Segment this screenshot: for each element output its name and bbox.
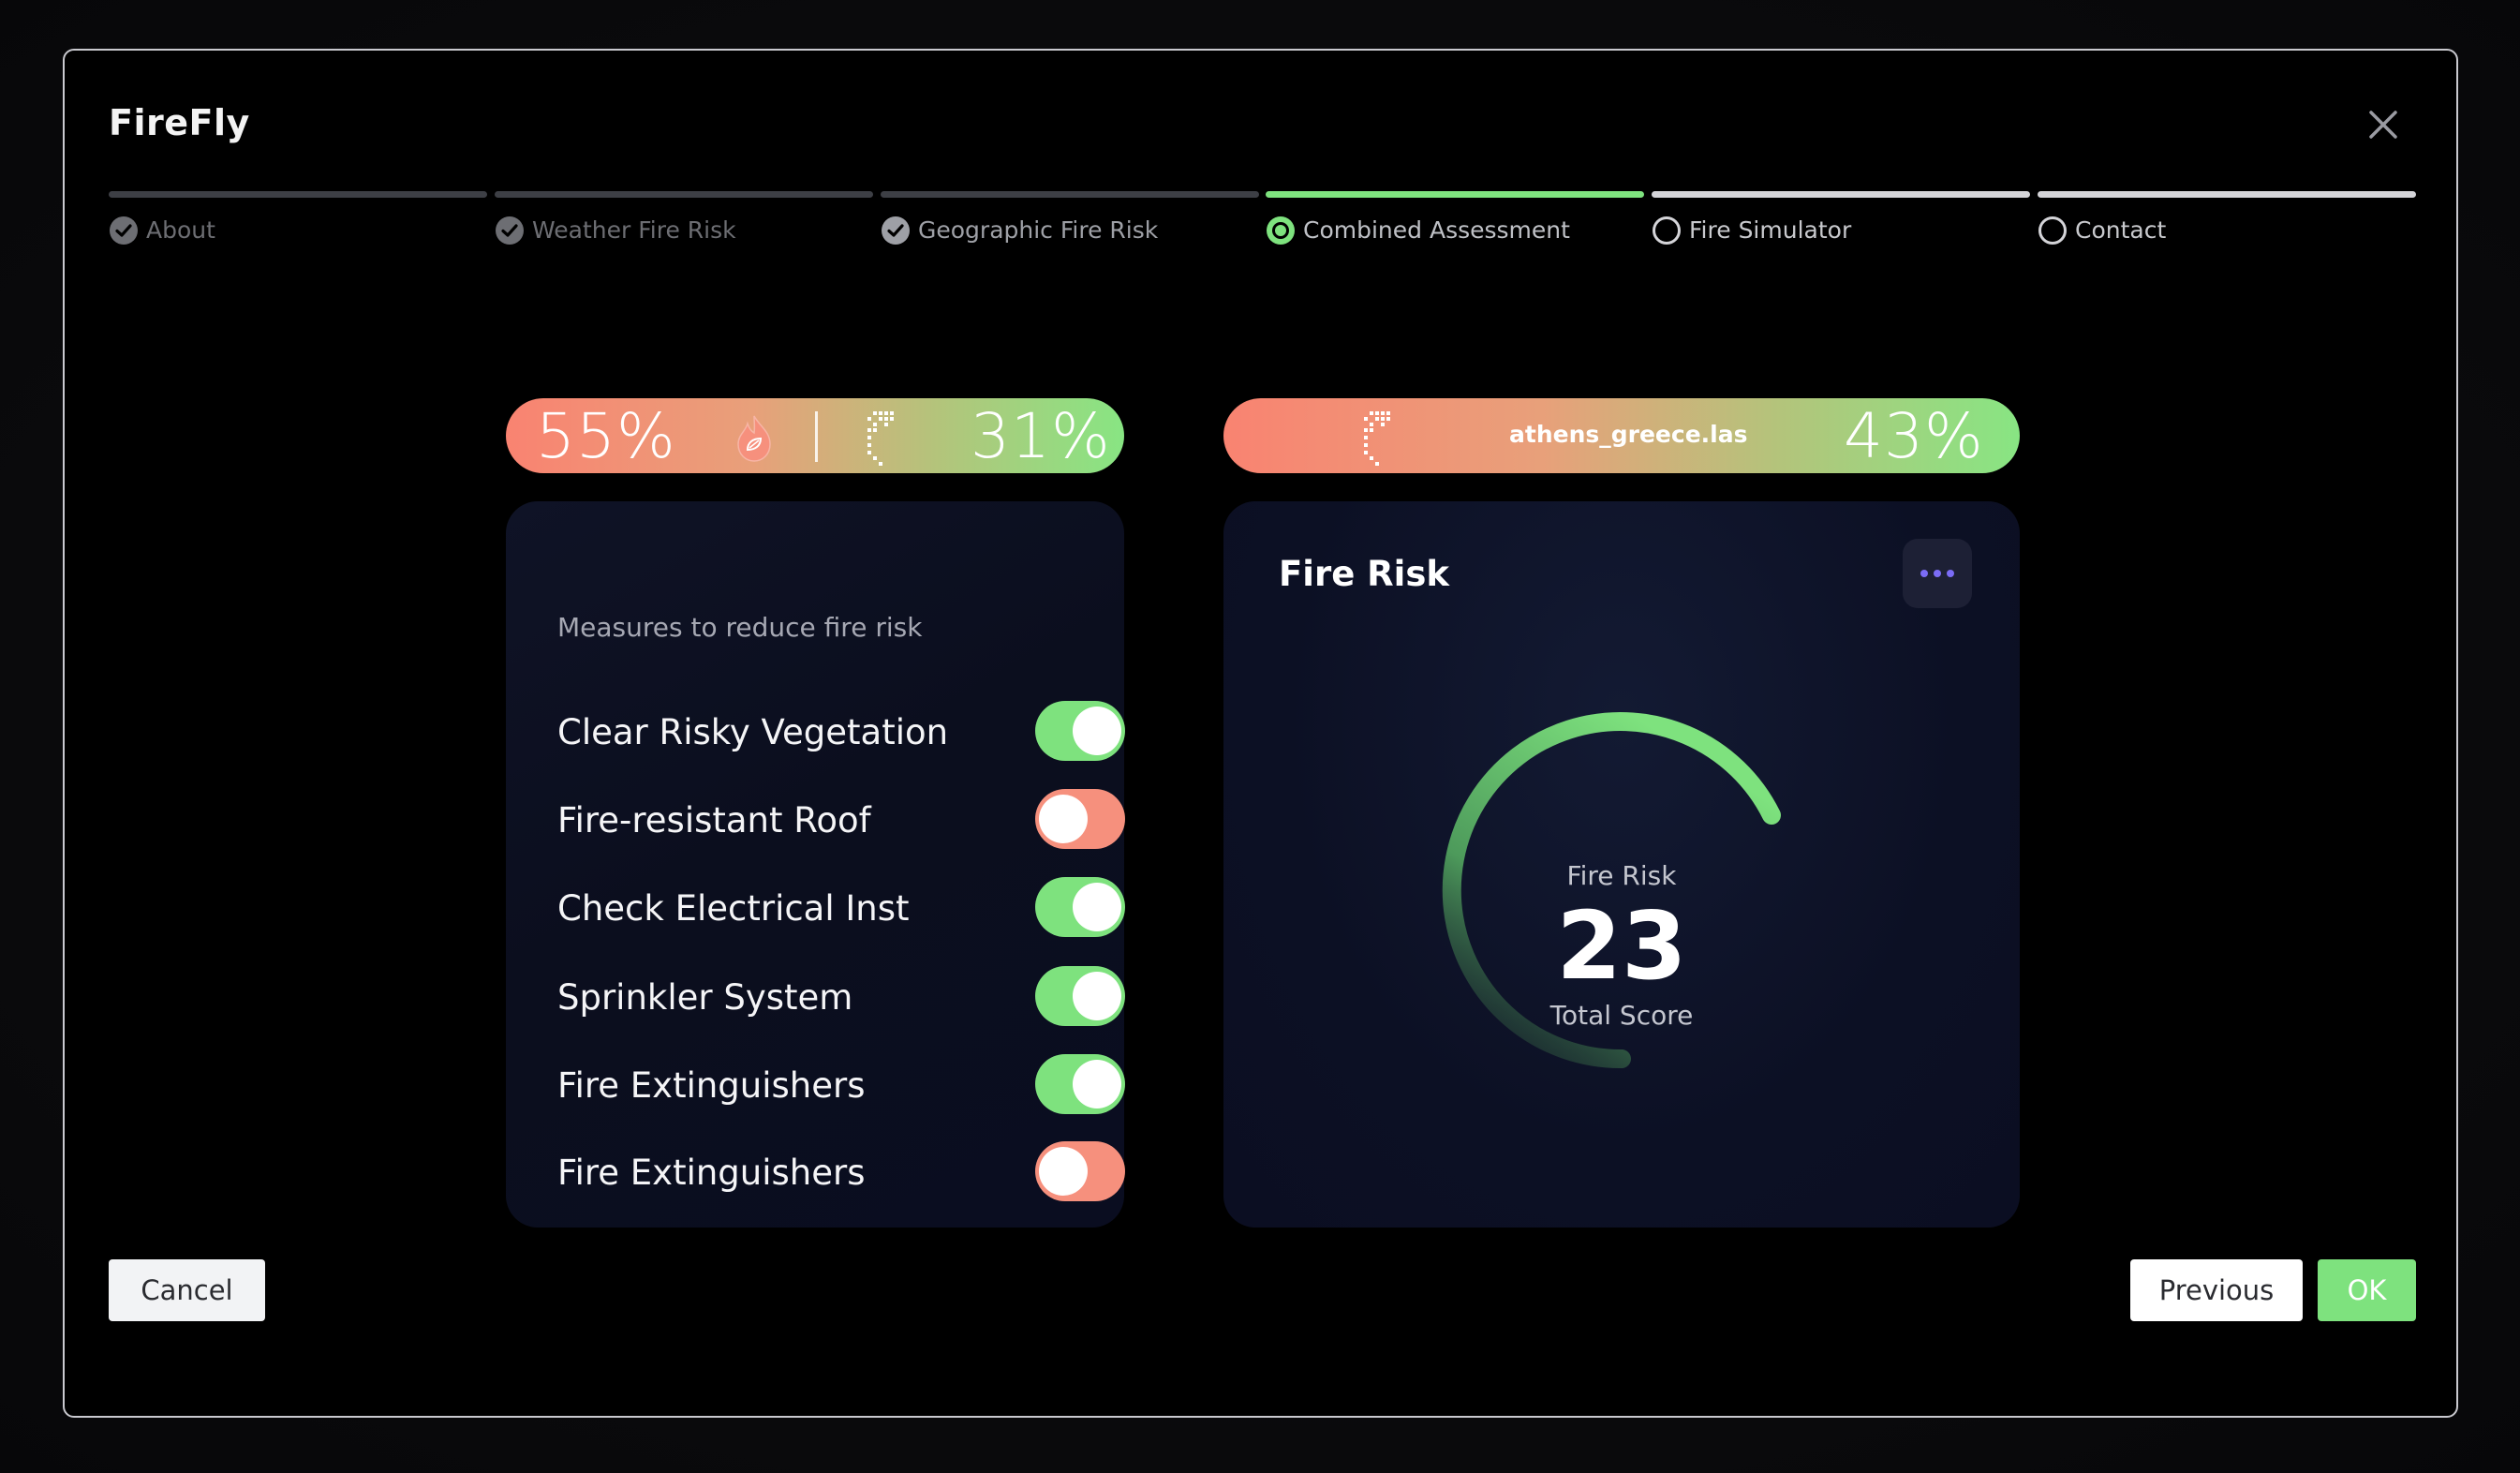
step-bar <box>1652 191 2030 198</box>
previous-button[interactable]: Previous <box>2130 1259 2303 1321</box>
weather-risk-percent: 55% <box>536 400 676 472</box>
step-bar <box>495 191 873 198</box>
step-weather-fire-risk[interactable]: Weather Fire Risk <box>495 191 873 247</box>
measure-label: Fire-resistant Roof <box>557 800 871 841</box>
ok-button[interactable]: OK <box>2318 1259 2416 1321</box>
step-bar <box>881 191 1259 198</box>
dialog-title: FireFly <box>109 102 250 143</box>
measure-toggle[interactable] <box>1035 1054 1125 1114</box>
toggle-knob <box>1073 1060 1121 1108</box>
combined-summary-pill: athens_greece.las 43% <box>1223 398 2020 473</box>
progress-stepper: About Weather Fire Risk Geographic Fire … <box>109 191 2416 247</box>
step-label: About <box>146 216 215 244</box>
step-combined-assessment[interactable]: Combined Assessment <box>1266 191 1644 247</box>
geographic-risk-percent: 31% <box>971 400 1111 472</box>
gauge-score: 23 <box>1556 891 1687 1001</box>
measure-toggle[interactable] <box>1035 1141 1125 1201</box>
dot <box>1934 570 1941 577</box>
measure-row: Fire Extinguishers <box>557 1141 1125 1203</box>
pixel-thermometer-icon <box>1364 411 1390 466</box>
toggle-knob <box>1039 1147 1088 1196</box>
radio-empty-icon <box>1653 216 1681 245</box>
close-icon <box>2369 111 2397 139</box>
check-circle-icon <box>882 216 910 245</box>
step-label: Combined Assessment <box>1303 216 1570 244</box>
step-geographic-fire-risk[interactable]: Geographic Fire Risk <box>881 191 1259 247</box>
gauge-label: Fire Risk <box>1566 860 1677 891</box>
check-circle-icon <box>110 216 138 245</box>
gauge-caption: Total Score <box>1549 1000 1694 1031</box>
measure-row: Fire-resistant Roof <box>557 789 1125 851</box>
measure-label: Clear Risky Vegetation <box>557 712 949 752</box>
cancel-button[interactable]: Cancel <box>109 1259 265 1321</box>
measure-label: Check Electrical Inst <box>557 888 910 929</box>
toggle-knob <box>1073 883 1121 931</box>
measure-toggle[interactable] <box>1035 877 1125 937</box>
fire-risk-card: Fire Risk Fire Risk 23 Total Score <box>1223 501 2020 1228</box>
toggle-knob <box>1073 707 1121 755</box>
risk-summary-pill: 55% 31% <box>506 398 1124 473</box>
toggle-knob <box>1039 795 1088 843</box>
wizard-dialog: FireFly About Weather Fire Risk <box>63 49 2458 1418</box>
measure-label: Fire Extinguishers <box>557 1153 866 1193</box>
radio-active-icon <box>1267 216 1295 245</box>
dot <box>1920 570 1928 577</box>
measures-card: Measures to reduce fire risk Clear Risky… <box>506 501 1125 1228</box>
step-bar <box>2038 191 2416 198</box>
measure-row: Fire Extinguishers <box>557 1054 1125 1116</box>
step-label: Geographic Fire Risk <box>918 216 1159 244</box>
step-contact[interactable]: Contact <box>2038 191 2416 247</box>
step-label: Weather Fire Risk <box>532 216 736 244</box>
step-label: Fire Simulator <box>1689 216 1852 244</box>
step-about[interactable]: About <box>109 191 487 247</box>
toggle-knob <box>1073 972 1121 1020</box>
measure-row: Sprinkler System <box>557 966 1125 1028</box>
dot <box>1947 570 1954 577</box>
file-name: athens_greece.las <box>1509 421 1748 448</box>
fire-risk-title: Fire Risk <box>1279 554 1449 594</box>
pill-divider <box>815 411 818 462</box>
combined-risk-percent: 43% <box>1844 400 1984 472</box>
measure-row: Clear Risky Vegetation <box>557 701 1125 763</box>
close-button[interactable] <box>2360 101 2407 148</box>
step-label: Contact <box>2075 216 2167 244</box>
fire-risk-gauge <box>1442 712 1781 1069</box>
measure-label: Fire Extinguishers <box>557 1065 866 1106</box>
flame-leaf-icon <box>737 415 771 462</box>
measure-label: Sprinkler System <box>557 977 853 1018</box>
radio-empty-icon <box>2038 216 2067 245</box>
pixel-thermometer-icon <box>867 411 894 466</box>
measure-toggle[interactable] <box>1035 966 1125 1026</box>
measure-row: Check Electrical Inst <box>557 877 1125 939</box>
check-circle-icon <box>496 216 524 245</box>
measure-toggle[interactable] <box>1035 789 1125 849</box>
more-options-button[interactable] <box>1903 539 1972 608</box>
measures-heading: Measures to reduce fire risk <box>557 612 923 643</box>
step-fire-simulator[interactable]: Fire Simulator <box>1652 191 2030 247</box>
measure-toggle[interactable] <box>1035 701 1125 761</box>
step-bar <box>109 191 487 198</box>
step-bar <box>1266 191 1644 198</box>
